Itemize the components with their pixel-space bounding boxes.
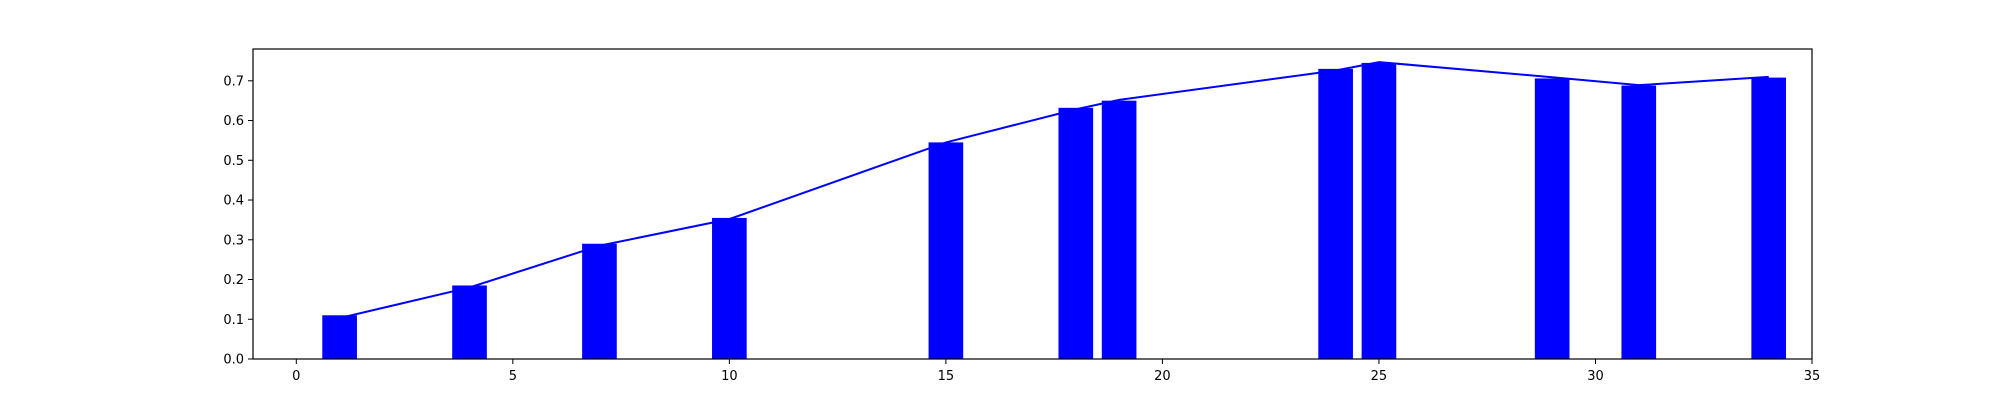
bar xyxy=(1361,62,1397,360)
bar xyxy=(928,142,964,359)
bar xyxy=(1101,100,1137,360)
x-tick-label: 10 xyxy=(721,369,738,384)
bar xyxy=(452,285,487,359)
y-tick-label: 0.7 xyxy=(223,74,244,89)
ticks-group: 0 5 10 15 20 25 30 35 0.0 0.1 0.2 0.3 0.4 0.5 0.6 0.7 xyxy=(223,74,1820,384)
bar xyxy=(582,243,617,359)
y-tick-label: 0.5 xyxy=(223,154,244,169)
y-tick-label: 0.3 xyxy=(223,233,244,248)
bar xyxy=(1751,77,1787,359)
x-tick-label: 15 xyxy=(938,369,955,384)
y-tick-label: 0.1 xyxy=(223,313,244,328)
bar xyxy=(322,315,357,359)
axes-group xyxy=(252,48,1813,360)
y-tick-label: 0.6 xyxy=(223,114,244,129)
x-tick-label: 35 xyxy=(1804,369,1821,384)
bar xyxy=(1318,68,1353,359)
y-tick-label: 0.0 xyxy=(223,353,244,368)
axes-frame xyxy=(252,48,1813,360)
bar xyxy=(1058,107,1094,359)
bar xyxy=(1621,85,1657,360)
y-tick-label: 0.2 xyxy=(223,273,244,288)
x-tick-label: 25 xyxy=(1371,369,1388,384)
x-tick-label: 30 xyxy=(1587,369,1604,384)
x-tick-label: 0 xyxy=(292,369,300,384)
y-tick-label: 0.4 xyxy=(223,194,244,209)
bar xyxy=(712,217,747,359)
x-tick-label: 20 xyxy=(1154,369,1171,384)
trend-line xyxy=(339,61,1769,320)
x-tick-label: 5 xyxy=(509,369,517,384)
bar xyxy=(1534,78,1570,360)
bars-group xyxy=(322,62,1787,360)
